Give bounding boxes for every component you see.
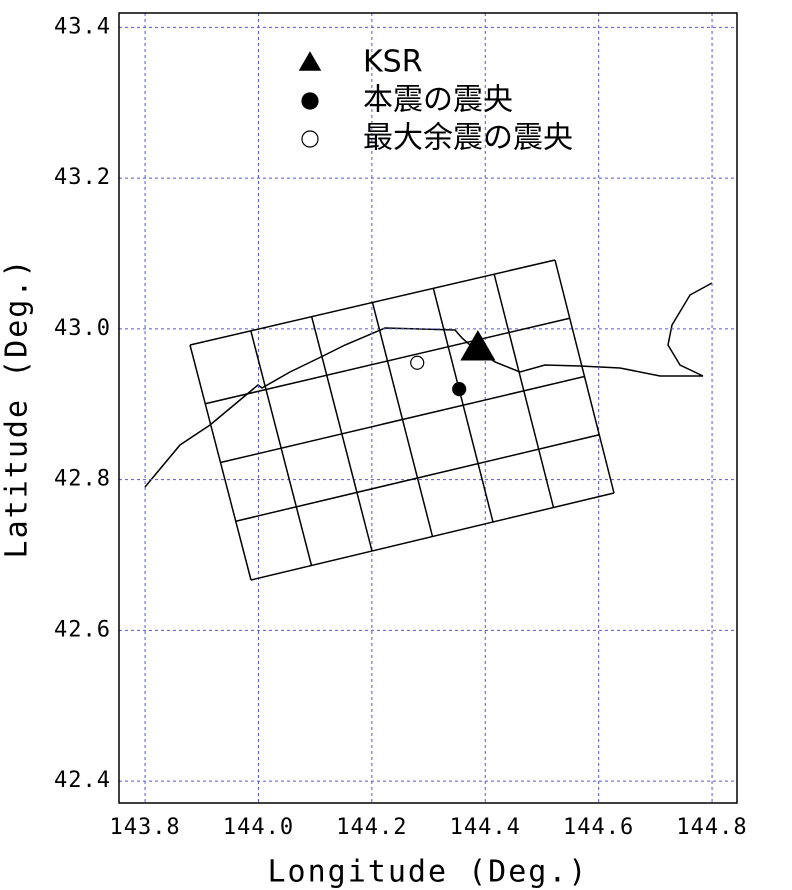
legend-label: KSR — [363, 45, 423, 80]
legend-marker — [301, 130, 319, 148]
legend-label: 最大余震の震央 — [363, 121, 573, 156]
legend-marker — [301, 92, 319, 110]
x-tick-label: 144.0 — [223, 815, 294, 840]
legend-marker — [298, 51, 322, 71]
y-tick-label: 42.4 — [54, 768, 111, 793]
data-point — [460, 330, 496, 361]
y-axis-label: Latitude (Deg.) — [0, 258, 35, 559]
data-point — [452, 382, 467, 397]
x-tick-label: 144.6 — [563, 815, 634, 840]
fault-grid — [250, 492, 615, 581]
coastline — [144, 282, 713, 488]
x-axis-label: Longitude (Deg.) — [268, 855, 589, 890]
y-tick-label: 42.8 — [54, 467, 111, 492]
x-tick-label: 144.2 — [336, 815, 407, 840]
data-point — [410, 355, 425, 370]
x-tick-label: 144.4 — [450, 815, 521, 840]
y-tick-label: 43.2 — [54, 165, 111, 190]
fault-grid — [220, 375, 585, 464]
fault-grid — [235, 434, 600, 522]
x-tick-label: 143.8 — [109, 815, 180, 840]
fault-grid — [189, 259, 556, 346]
y-tick-label: 43.4 — [54, 14, 111, 39]
y-tick-label: 43.0 — [54, 316, 111, 341]
legend-label: 本震の震央 — [363, 83, 513, 118]
y-tick-label: 42.6 — [54, 617, 111, 642]
fault-grid — [205, 317, 570, 405]
x-tick-label: 144.8 — [676, 815, 747, 840]
map-layer — [119, 13, 737, 803]
plot-frame — [118, 12, 738, 804]
